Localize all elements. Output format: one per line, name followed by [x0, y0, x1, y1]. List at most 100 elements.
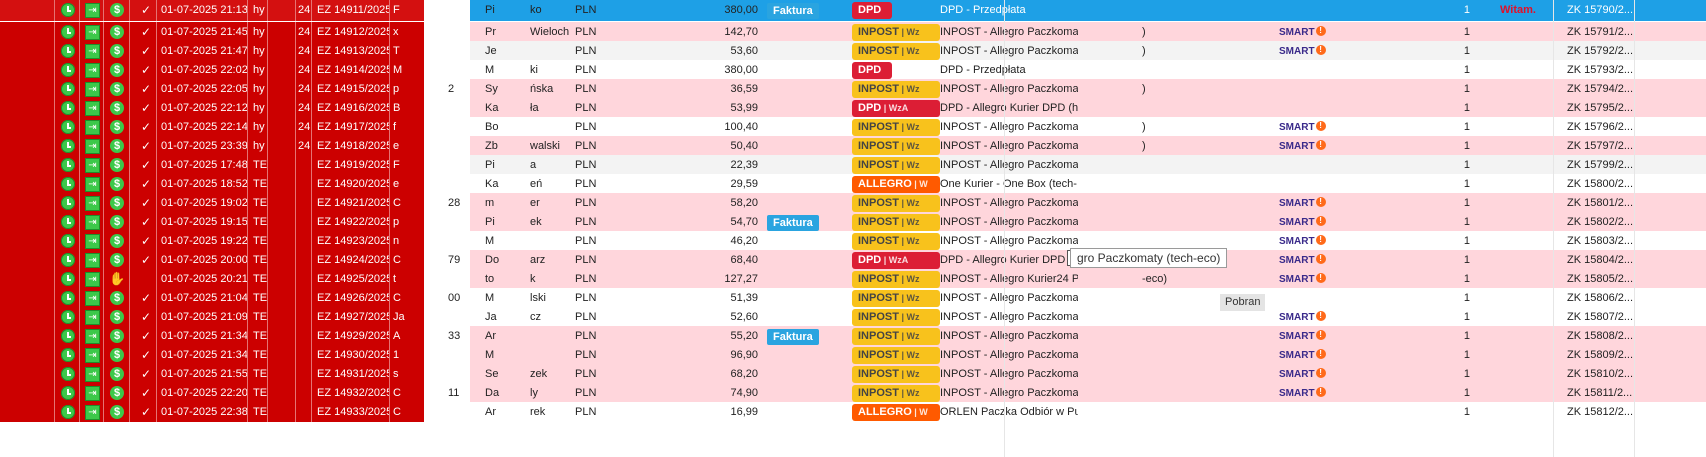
dollar-icon[interactable]: $	[110, 196, 124, 210]
carrier-badge[interactable]: INPOST | Wz	[852, 328, 940, 345]
exit-door-icon[interactable]: ⇥	[85, 158, 100, 173]
dollar-icon[interactable]: $	[110, 386, 124, 400]
clock-icon[interactable]	[61, 215, 75, 229]
clock-icon[interactable]	[61, 234, 75, 248]
table-row[interactable]: ⇥ $ ✓ 01-07-2025 22:20 TE EZ 14932/2025 C 11 Da l…	[0, 383, 1706, 403]
carrier-badge[interactable]: INPOST | Wz	[852, 233, 940, 250]
table-row[interactable]: ⇥ $ ✓ 01-07-2025 19:22 TE EZ 14923/2025 n M PLN 4…	[0, 231, 1706, 251]
exit-door-icon[interactable]: ⇥	[85, 386, 100, 401]
exit-door-icon[interactable]: ⇥	[85, 120, 100, 135]
dollar-icon[interactable]: $	[110, 348, 124, 362]
exit-door-icon[interactable]: ⇥	[85, 291, 100, 306]
table-row[interactable]: ⇥ $ ✓ 01-07-2025 21:34 TE EZ 14929/2025 A 33 Ar P…	[0, 326, 1706, 346]
exit-door-icon[interactable]: ⇥	[85, 177, 100, 192]
table-row[interactable]: ⇥ $ ✓ 01-07-2025 21:55 TE EZ 14931/2025 s Se zek…	[0, 364, 1706, 384]
clock-icon[interactable]	[61, 348, 75, 362]
carrier-badge[interactable]: ALLEGRO | W	[852, 404, 940, 421]
carrier-badge[interactable]: DPD	[852, 62, 892, 79]
dollar-icon[interactable]: $	[110, 63, 124, 77]
carrier-badge[interactable]: INPOST | Wz	[852, 309, 940, 326]
carrier-badge[interactable]: INPOST | Wz	[852, 43, 940, 60]
clock-icon[interactable]	[61, 405, 75, 419]
table-row[interactable]: ⇥ $ ✓ 01-07-2025 21:09 TE EZ 14927/2025 Ja Ja cz…	[0, 307, 1706, 327]
exit-door-icon[interactable]: ⇥	[85, 310, 100, 325]
table-row[interactable]: ⇥ $ ✓ 01-07-2025 22:14 hy 24 EZ 14917/2025 f Bo P…	[0, 117, 1706, 137]
dollar-icon[interactable]: $	[110, 139, 124, 153]
clock-icon[interactable]	[61, 177, 75, 191]
carrier-badge[interactable]: INPOST | Wz	[852, 157, 940, 174]
carrier-badge[interactable]: DPD	[852, 2, 892, 19]
carrier-badge[interactable]: ALLEGRO | W	[852, 176, 940, 193]
exit-door-icon[interactable]: ⇥	[85, 367, 100, 382]
clock-icon[interactable]	[61, 310, 75, 324]
carrier-badge[interactable]: INPOST | Wz	[852, 138, 940, 155]
table-row[interactable]: ⇥ $ ✓ 01-07-2025 21:45 hy 24 EZ 14912/2025 x Pr W…	[0, 22, 1706, 42]
exit-door-icon[interactable]: ⇥	[85, 25, 100, 40]
carrier-badge[interactable]: DPD | WzA	[852, 100, 940, 117]
exit-door-icon[interactable]: ⇥	[85, 215, 100, 230]
dollar-icon[interactable]: $	[110, 25, 124, 39]
dollar-icon[interactable]: $	[110, 158, 124, 172]
exit-door-icon[interactable]: ⇥	[85, 82, 100, 97]
exit-door-icon[interactable]: ⇥	[85, 139, 100, 154]
clock-icon[interactable]	[61, 329, 75, 343]
exit-door-icon[interactable]: ⇥	[85, 196, 100, 211]
exit-door-icon[interactable]: ⇥	[85, 101, 100, 116]
table-row[interactable]: ⇥ $ ✓ 01-07-2025 23:39 hy 24 EZ 14918/2025 e Zb w…	[0, 136, 1706, 156]
table-row[interactable]: ⇥ $ ✓ 01-07-2025 21:47 hy 24 EZ 14913/2025 T Je P…	[0, 41, 1706, 61]
dollar-icon[interactable]: $	[110, 367, 124, 381]
table-row[interactable]: ⇥ ✋ 01-07-2025 20:21 TE EZ 14925/2025 t to k PLN…	[0, 269, 1706, 289]
dollar-icon[interactable]: $	[110, 215, 124, 229]
clock-icon[interactable]	[61, 120, 75, 134]
clock-icon[interactable]	[61, 44, 75, 58]
dollar-icon[interactable]: $	[110, 329, 124, 343]
clock-icon[interactable]	[61, 139, 75, 153]
pobranie-label[interactable]: Pobran	[1220, 294, 1266, 311]
clock-icon[interactable]	[61, 291, 75, 305]
dollar-icon[interactable]: $	[110, 310, 124, 324]
hand-money-icon[interactable]: ✋	[109, 271, 126, 286]
exit-door-icon[interactable]: ⇥	[85, 3, 100, 18]
table-row[interactable]: ⇥ $ ✓ 01-07-2025 18:52 TE EZ 14920/2025 e Ka eń P…	[0, 174, 1706, 194]
carrier-badge[interactable]: INPOST | Wz	[852, 385, 940, 402]
exit-door-icon[interactable]: ⇥	[85, 348, 100, 363]
carrier-badge[interactable]: INPOST | Wz	[852, 366, 940, 383]
carrier-badge[interactable]: INPOST | Wz	[852, 81, 940, 98]
clock-icon[interactable]	[61, 3, 75, 17]
clock-icon[interactable]	[61, 386, 75, 400]
clock-icon[interactable]	[61, 367, 75, 381]
exit-door-icon[interactable]: ⇥	[85, 272, 100, 287]
clock-icon[interactable]	[61, 253, 75, 267]
carrier-badge[interactable]: INPOST | Wz	[852, 347, 940, 364]
exit-door-icon[interactable]: ⇥	[85, 234, 100, 249]
dollar-icon[interactable]: $	[110, 82, 124, 96]
carrier-badge[interactable]: INPOST | Wz	[852, 214, 940, 231]
clock-icon[interactable]	[61, 196, 75, 210]
table-row[interactable]: ⇥ $ ✓ 01-07-2025 22:38 TE EZ 14933/2025 C Ar rek…	[0, 402, 1706, 422]
dollar-icon[interactable]: $	[110, 253, 124, 267]
table-row[interactable]: ⇥ $ ✓ 01-07-2025 17:48 TE EZ 14919/2025 F Pi a PL…	[0, 155, 1706, 175]
exit-door-icon[interactable]: ⇥	[85, 63, 100, 78]
clock-icon[interactable]	[61, 25, 75, 39]
dollar-icon[interactable]: $	[110, 291, 124, 305]
carrier-badge[interactable]: INPOST | Wz	[852, 195, 940, 212]
table-row[interactable]: ⇥ $ ✓ 01-07-2025 19:02 TE EZ 14921/2025 C 28 m er…	[0, 193, 1706, 213]
invoice-badge[interactable]: Faktura	[767, 329, 819, 345]
dollar-icon[interactable]: $	[110, 405, 124, 419]
carrier-badge[interactable]: INPOST | Wz	[852, 271, 940, 288]
carrier-badge[interactable]: INPOST | Wz	[852, 119, 940, 136]
table-row[interactable]: ⇥ $ ✓ 01-07-2025 22:12 hy 24 EZ 14916/2025 B Ka ł…	[0, 98, 1706, 118]
table-row[interactable]: ⇥ $ ✓ 01-07-2025 20:00 TE EZ 14924/2025 C 79 Do a…	[0, 250, 1706, 270]
clock-icon[interactable]	[61, 82, 75, 96]
exit-door-icon[interactable]: ⇥	[85, 329, 100, 344]
dollar-icon[interactable]: $	[110, 3, 124, 17]
dollar-icon[interactable]: $	[110, 234, 124, 248]
dollar-icon[interactable]: $	[110, 120, 124, 134]
exit-door-icon[interactable]: ⇥	[85, 405, 100, 420]
table-row[interactable]: ⇥ $ ✓ 01-07-2025 21:34 TE EZ 14930/2025 1 M PLN 9…	[0, 345, 1706, 365]
clock-icon[interactable]	[61, 158, 75, 172]
clock-icon[interactable]	[61, 101, 75, 115]
invoice-badge[interactable]: Faktura	[767, 3, 819, 19]
